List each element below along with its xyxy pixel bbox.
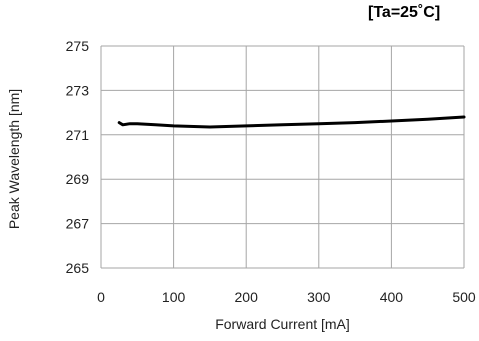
y-tick-label: 275 (66, 38, 90, 54)
series-line (117, 115, 466, 129)
x-tick-label: 0 (97, 289, 105, 305)
y-tick-label: 265 (66, 260, 90, 276)
y-tick-label: 267 (66, 216, 90, 232)
x-tick-label: 300 (307, 289, 331, 305)
x-axis-label: Forward Current [mA] (215, 316, 350, 332)
condition-label: [Ta=25˚C] (368, 4, 441, 21)
y-tick-label: 269 (66, 171, 90, 187)
x-tick-label: 500 (452, 289, 476, 305)
y-tick-label: 271 (66, 127, 90, 143)
x-tick-label: 400 (380, 289, 404, 305)
x-tick-label: 100 (162, 289, 186, 305)
x-tick-label: 200 (235, 289, 259, 305)
y-axis-label: Peak Wavelength [nm] (6, 89, 22, 229)
y-tick-label: 273 (66, 82, 90, 98)
